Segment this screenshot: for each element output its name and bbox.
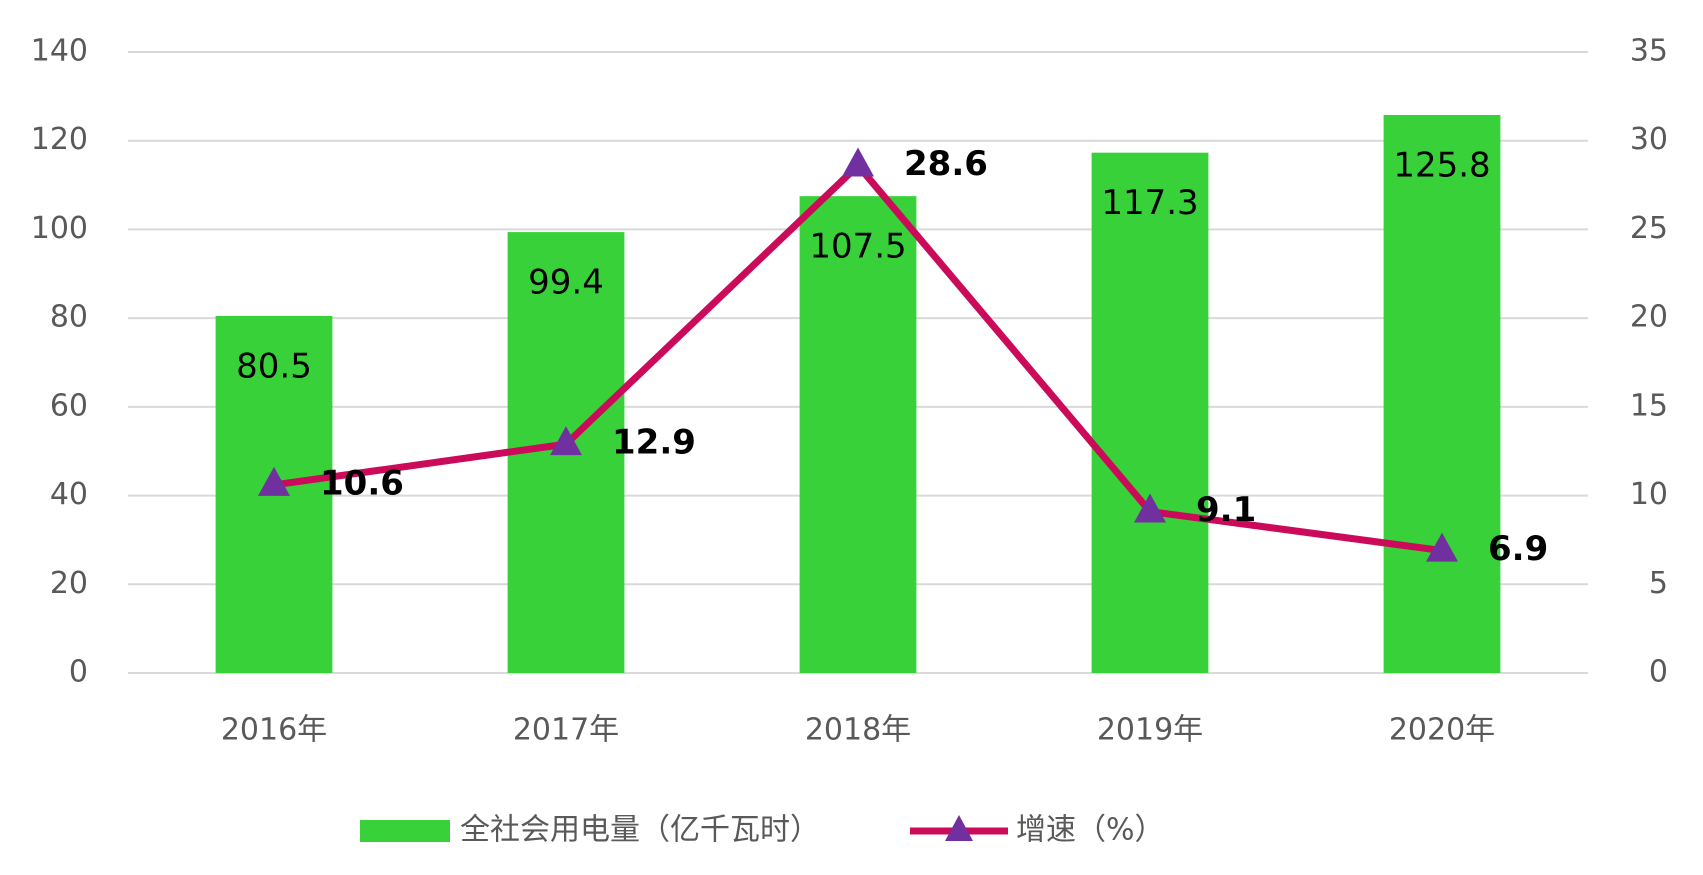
legend-label: 全社会用电量（亿千瓦时）: [460, 813, 820, 848]
bar: [1091, 152, 1209, 673]
x-tick-label: 2019年: [1097, 713, 1203, 748]
legend-swatch: [360, 820, 450, 842]
legend-label: 增速（%）: [1016, 813, 1165, 848]
y2-tick-label: 0: [1649, 655, 1668, 690]
bar-value-label: 80.5: [236, 346, 312, 386]
y-tick-label: 100: [31, 211, 88, 246]
y-tick-label: 60: [50, 388, 88, 423]
x-tick-label: 2016年: [221, 713, 327, 748]
y2-tick-label: 10: [1630, 477, 1668, 512]
line-value-label: 12.9: [612, 423, 696, 463]
bar-value-label: 99.4: [528, 263, 604, 303]
y-tick-label: 120: [31, 122, 88, 157]
y-tick-label: 140: [31, 34, 88, 69]
x-tick-label: 2017年: [513, 713, 619, 748]
bar-value-label: 107.5: [809, 227, 906, 267]
y2-tick-label: 15: [1630, 388, 1668, 423]
line-value-label: 10.6: [320, 463, 404, 503]
marker: [550, 426, 582, 456]
y-tick-label: 80: [50, 300, 88, 335]
y-tick-label: 0: [69, 655, 88, 690]
y2-tick-label: 25: [1630, 211, 1668, 246]
line-value-label: 28.6: [904, 144, 988, 184]
marker: [258, 466, 290, 496]
bar-value-label: 117.3: [1101, 183, 1198, 223]
marker: [842, 147, 874, 177]
x-tick-label: 2020年: [1389, 713, 1495, 748]
y2-tick-label: 5: [1649, 566, 1668, 601]
bar-value-label: 125.8: [1393, 145, 1490, 185]
legend-marker: [945, 815, 973, 841]
marker: [1134, 493, 1166, 523]
y2-tick-label: 20: [1630, 300, 1668, 335]
marker: [1426, 532, 1458, 562]
y2-tick-label: 35: [1630, 34, 1668, 69]
y-tick-label: 40: [50, 477, 88, 512]
line-value-label: 6.9: [1488, 529, 1548, 569]
bar: [799, 196, 917, 674]
y2-tick-label: 30: [1630, 122, 1668, 157]
line-value-label: 9.1: [1196, 490, 1256, 530]
bar: [1383, 114, 1501, 674]
x-tick-label: 2018年: [805, 713, 911, 748]
y-tick-label: 20: [50, 566, 88, 601]
